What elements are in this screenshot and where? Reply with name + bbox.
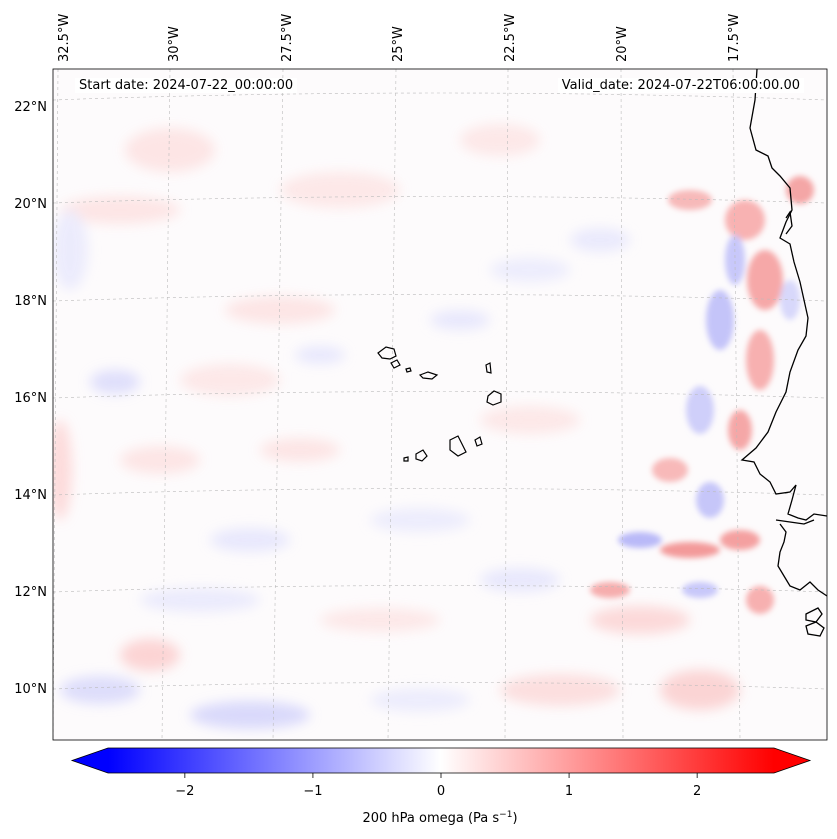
cape-verde-islands	[377, 346, 502, 462]
colorbar-ticks: −2 −1 0 1 2	[175, 773, 701, 799]
graticule	[53, 69, 827, 740]
lon-label: 30°W	[167, 26, 182, 62]
lon-label: 17.5°W	[727, 14, 742, 62]
colorbar-tick-label: −2	[175, 784, 194, 799]
valid-date-label: Valid_date: 2024-07-22T06:00:00.00	[557, 78, 804, 93]
lat-label: 14°N	[14, 488, 47, 503]
start-date-label: Start date: 2024-07-22_00:00:00	[75, 78, 298, 93]
latitude-labels: 22°N 20°N 18°N 16°N 14°N 12°N 10°N	[14, 100, 47, 697]
lon-label: 32.5°W	[57, 14, 72, 62]
lat-label: 18°N	[14, 294, 47, 309]
lat-label: 10°N	[14, 682, 47, 697]
colorbar-tick-label: 0	[437, 784, 445, 799]
colorbar-tick-label: 1	[565, 784, 573, 799]
colorbar: −2 −1 0 1 2 200 hPa omega (Pa s−1)	[70, 747, 812, 826]
lon-label: 22.5°W	[503, 14, 518, 62]
colorbar-tick-label: 2	[693, 784, 701, 799]
colorbar-tick-label: −1	[303, 784, 322, 799]
colorbar-label: 200 hPa omega (Pa s−1)	[362, 810, 517, 826]
lat-label: 22°N	[14, 100, 47, 115]
lon-label: 25°W	[391, 26, 406, 62]
lon-label: 20°W	[615, 26, 630, 62]
lat-label: 20°N	[14, 197, 47, 212]
lat-label: 16°N	[14, 391, 47, 406]
lat-label: 12°N	[14, 585, 47, 600]
coastline-africa	[740, 69, 827, 637]
lon-label: 27.5°W	[280, 14, 295, 62]
map-panel	[52, 68, 828, 741]
longitude-labels: 32.5°W 30°W 27.5°W 25°W 22.5°W 20°W 17.5…	[57, 14, 742, 62]
